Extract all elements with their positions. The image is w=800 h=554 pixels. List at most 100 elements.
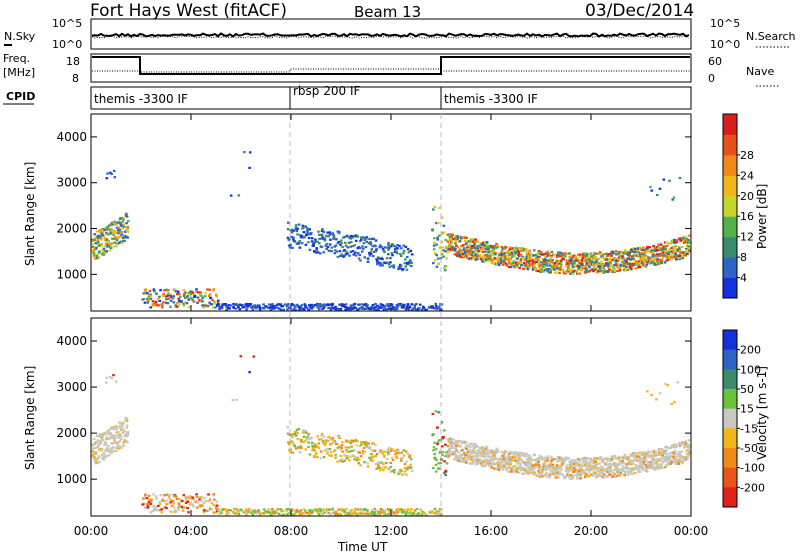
data-cell xyxy=(502,263,505,266)
data-cell xyxy=(311,445,315,448)
data-cell xyxy=(432,241,436,244)
data-cell xyxy=(262,303,265,306)
data-cell xyxy=(167,297,170,300)
data-cell xyxy=(326,450,329,453)
data-cell xyxy=(211,306,215,309)
data-cell xyxy=(453,253,456,256)
data-cell xyxy=(171,500,175,503)
data-cell xyxy=(376,513,379,516)
data-cell xyxy=(515,266,518,269)
data-cell xyxy=(550,455,553,458)
data-cell xyxy=(299,511,302,514)
data-cell xyxy=(572,271,575,274)
data-cell xyxy=(512,249,516,252)
data-cell xyxy=(174,305,178,308)
data-cell xyxy=(385,308,388,311)
data-cell xyxy=(303,303,306,306)
data-cell xyxy=(513,458,516,461)
data-cell xyxy=(322,442,326,445)
data-cell xyxy=(492,248,495,251)
data-cell xyxy=(518,451,521,454)
data-cell xyxy=(621,467,625,470)
data-cell xyxy=(606,270,610,274)
data-cell xyxy=(448,236,452,239)
data-cell xyxy=(657,246,660,249)
data-cell xyxy=(173,510,176,513)
data-cell xyxy=(360,250,364,253)
data-cell xyxy=(519,261,523,264)
data-cell xyxy=(601,253,604,256)
data-cell xyxy=(491,456,495,459)
data-cell xyxy=(332,234,335,237)
data-cell xyxy=(111,428,114,431)
data-cell xyxy=(617,263,621,266)
data-cell xyxy=(607,261,611,264)
data-cell xyxy=(406,248,410,251)
data-cell xyxy=(262,512,266,515)
data-cell xyxy=(596,474,600,478)
data-cell xyxy=(621,465,624,468)
data-cell xyxy=(99,441,103,445)
data-cell xyxy=(289,448,293,451)
data-cell xyxy=(342,508,345,511)
data-cell xyxy=(92,453,95,456)
data-cell xyxy=(543,263,547,266)
data-cell xyxy=(185,302,189,305)
data-cell xyxy=(291,441,294,444)
data-cell xyxy=(554,264,558,267)
data-cell xyxy=(111,229,114,232)
data-cell xyxy=(308,248,312,251)
colorbar-tick-label: 16 xyxy=(740,210,754,223)
data-cell xyxy=(189,293,193,296)
data-cell xyxy=(400,459,403,462)
data-cell xyxy=(353,302,357,305)
data-cell xyxy=(558,459,562,462)
data-cell xyxy=(482,460,485,463)
data-cell xyxy=(267,511,270,514)
data-cell xyxy=(445,454,448,457)
data-cell xyxy=(93,457,96,460)
data-cell xyxy=(455,244,458,247)
data-cell xyxy=(593,258,597,261)
data-cell xyxy=(491,454,494,457)
data-cell xyxy=(375,463,378,466)
data-cell xyxy=(344,446,347,449)
data-cell xyxy=(182,294,186,298)
data-cell xyxy=(171,297,175,300)
data-cell xyxy=(526,268,530,271)
data-cell xyxy=(183,293,186,296)
data-cell xyxy=(581,461,585,464)
data-cell xyxy=(256,304,260,307)
data-cell xyxy=(407,261,411,264)
data-cell xyxy=(339,448,343,451)
data-cell xyxy=(118,445,121,448)
data-cell xyxy=(447,450,450,453)
data-cell xyxy=(304,431,308,434)
data-cell xyxy=(676,460,679,463)
data-cell xyxy=(382,508,385,512)
data-cell xyxy=(457,254,460,257)
data-cell xyxy=(326,440,330,443)
data-cell xyxy=(287,508,291,511)
data-cell xyxy=(487,244,490,247)
data-cell xyxy=(581,256,585,259)
data-cell xyxy=(629,258,632,261)
data-cell xyxy=(321,235,324,238)
data-cell xyxy=(165,499,169,502)
data-cell xyxy=(328,249,331,252)
data-cell xyxy=(368,237,371,241)
data-cell xyxy=(403,262,407,265)
data-cell xyxy=(300,304,304,307)
data-cell xyxy=(110,449,113,452)
data-cell xyxy=(568,470,571,473)
nave-tick-top: 60 xyxy=(708,55,722,68)
data-cell xyxy=(325,447,329,450)
data-cell xyxy=(487,456,491,459)
data-cell xyxy=(509,253,512,256)
data-cell xyxy=(290,433,294,436)
data-cell xyxy=(408,454,412,457)
data-cell xyxy=(465,256,469,260)
data-cell xyxy=(595,252,598,255)
data-cell xyxy=(687,247,691,250)
data-cell xyxy=(322,306,326,309)
